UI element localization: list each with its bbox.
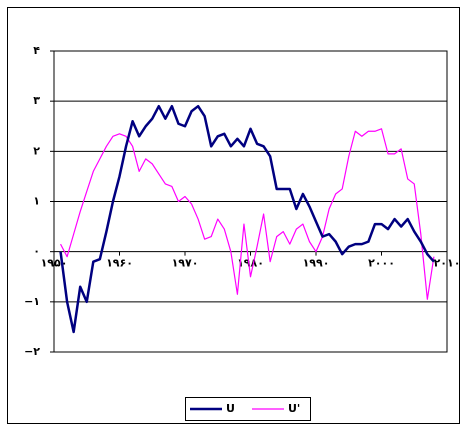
x-tick-label: ۱۹۷۰ [172, 257, 199, 270]
y-tick-label: ۲ [33, 144, 40, 157]
x-tick-label: ۱۹۸۰ [237, 257, 264, 270]
y-tick-label: ۱ [33, 195, 40, 208]
series-line [60, 128, 435, 300]
legend-label: U [226, 402, 235, 415]
y-tick-label: ۳ [33, 94, 40, 107]
y-tick-label: ۴ [33, 44, 40, 57]
legend [185, 397, 311, 421]
y-tick-label: ۰ [33, 245, 40, 258]
series-line [59, 104, 435, 334]
x-tick-label: ۱۹۶۰ [106, 257, 133, 270]
y-tick-label: −۲ [24, 345, 40, 358]
y-tick-label: −۱ [24, 295, 40, 308]
x-tick-label: ۲۰۱۰ [434, 257, 461, 270]
x-tick-label: ۱۹۹۰ [303, 257, 330, 270]
x-tick-label: ۲۰۰۰ [368, 257, 395, 270]
legend-label: U' [288, 402, 300, 415]
